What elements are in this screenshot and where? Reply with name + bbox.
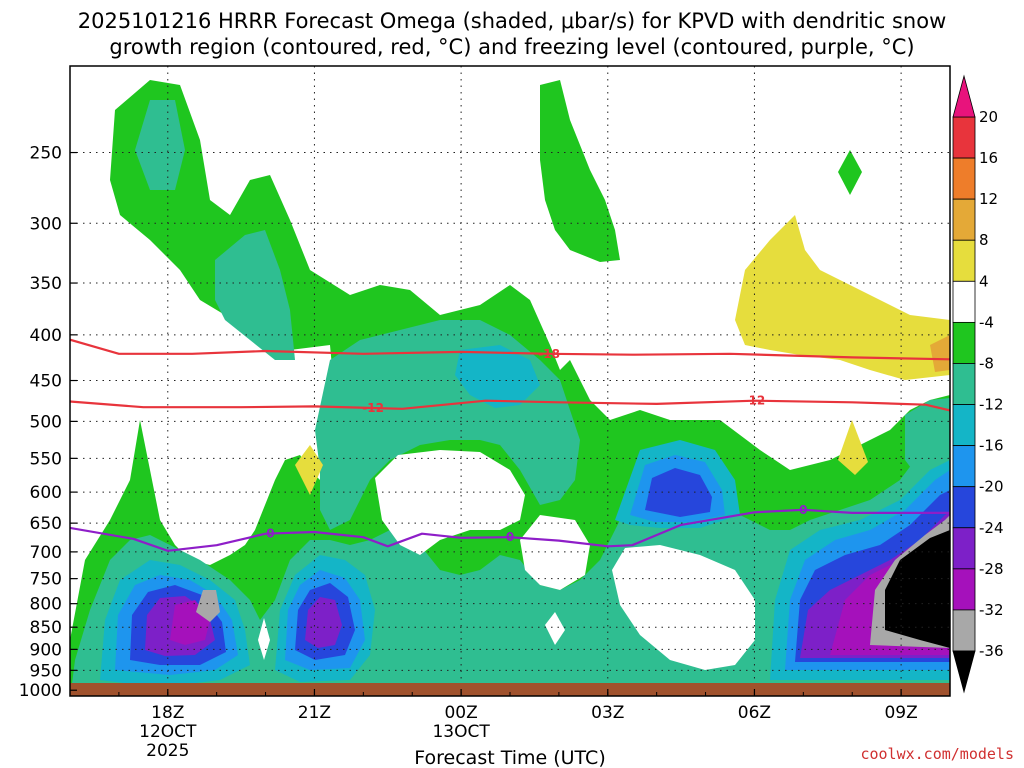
y-tick-label: 1000 xyxy=(19,681,62,701)
y-tick-label: 850 xyxy=(30,618,62,638)
omega-region-green-upper-strip xyxy=(540,80,620,262)
omega-region-white-hole-3 xyxy=(612,545,755,670)
ground-surface-band xyxy=(70,683,950,696)
omega-region-yellow-upper-right xyxy=(735,215,950,380)
omega-region-gray-left xyxy=(196,590,220,622)
x-tick-label: 21Z xyxy=(298,703,331,723)
colorbar-bin xyxy=(952,445,976,488)
y-tick-label: 550 xyxy=(30,449,62,469)
y-tick-label: 900 xyxy=(30,640,62,660)
colorbar-bin xyxy=(952,321,976,364)
omega-shading xyxy=(70,80,950,696)
contour-label: 0 xyxy=(266,527,274,541)
y-tick-label: 400 xyxy=(30,326,62,346)
y-tick-label: 800 xyxy=(30,595,62,615)
colorbar-label: -36 xyxy=(979,642,1004,660)
colorbar-bin xyxy=(952,609,976,652)
colorbar-bin xyxy=(952,568,976,611)
colorbar-bin xyxy=(952,486,976,529)
credit-link[interactable]: coolwx.com/models xyxy=(860,745,1014,763)
y-tick-label: 600 xyxy=(30,483,62,503)
x-tick-label: 03Z xyxy=(591,703,624,723)
contour-label: -12 xyxy=(362,401,384,415)
x-tick-label: 13OCT xyxy=(432,722,490,742)
colorbar-label: -8 xyxy=(979,354,994,372)
omega-region-purple-21z xyxy=(305,597,342,648)
contour-line-dgz xyxy=(70,338,950,361)
colorbar-bin xyxy=(952,239,976,282)
colorbar-bin xyxy=(952,527,976,570)
colorbar-label: 4 xyxy=(979,272,989,290)
y-tick-label: 350 xyxy=(30,274,62,294)
omega-region-teal-right-upper xyxy=(905,398,950,480)
contours: -18 -12 -12 0 0 0 xyxy=(70,338,950,552)
contour-line-dgz xyxy=(70,399,950,412)
y-tick-label: 300 xyxy=(30,214,62,234)
colorbar-label: 16 xyxy=(979,149,998,167)
omega-region-white-hole-1 xyxy=(375,450,525,555)
colorbar-label: -16 xyxy=(979,437,1004,455)
y-tick-label: 700 xyxy=(30,543,62,563)
omega-region-gold-2 xyxy=(930,335,950,372)
omega-region-white-hole-4 xyxy=(545,612,565,645)
y-tick-label: 450 xyxy=(30,372,62,392)
omega-region-teal-upper xyxy=(135,100,295,360)
x-tick-label: 06Z xyxy=(738,703,771,723)
omega-region-yellow-small-4 xyxy=(838,420,868,475)
colorbar-bin xyxy=(952,116,976,159)
chart-title-line-1: 2025101216 HRRR Forecast Omega (shaded, … xyxy=(78,9,947,33)
x-axis-title: Forecast Time (UTC) xyxy=(414,747,605,768)
omega-region-green-small xyxy=(838,150,862,195)
colorbar-label: -32 xyxy=(979,601,1004,619)
colorbar-label: -24 xyxy=(979,519,1004,537)
omega-region-darkblue-04z xyxy=(645,468,712,517)
contour-label: -18 xyxy=(538,347,560,361)
colorbar-bin xyxy=(952,280,976,323)
colorbar-label: 8 xyxy=(979,231,989,249)
y-tick-label: 500 xyxy=(30,412,62,432)
colorbar-bin xyxy=(952,363,976,405)
y-axis: 2503003504004505005506006507007508008509… xyxy=(19,144,77,701)
colorbar-label: 12 xyxy=(979,190,998,208)
x-tick-label: 2025 xyxy=(146,741,189,761)
y-tick-label: 650 xyxy=(30,514,62,534)
x-tick-label: 09Z xyxy=(884,703,917,723)
colorbar-label: -20 xyxy=(979,478,1004,496)
plot-area: -18 -12 -12 0 0 0 xyxy=(70,66,950,696)
y-tick-label: 950 xyxy=(30,661,62,681)
grid xyxy=(70,66,950,696)
contour-label: -12 xyxy=(744,394,766,408)
colorbar-label: -4 xyxy=(979,313,994,331)
colorbar-bottom-arrow xyxy=(952,650,976,694)
chart-title-line-2: growth region (contoured, red, °C) and f… xyxy=(109,35,914,59)
colorbar-bin xyxy=(952,404,976,447)
colorbar: 20 16 12 8 4 -4 -8 -12 -16 -20 -24 -28 -32 -36 xyxy=(952,74,1004,694)
omega-region-yellow-small-1 xyxy=(295,445,323,495)
colorbar-top-arrow xyxy=(952,74,976,118)
colorbar-label: -12 xyxy=(979,396,1004,414)
omega-region-white-hole-2 xyxy=(520,515,590,590)
contour-label: 0 xyxy=(799,503,807,517)
omega-region-cyan-mid xyxy=(455,345,540,408)
y-tick-label: 250 xyxy=(30,144,62,164)
colorbar-bin xyxy=(952,198,976,241)
colorbar-label: -28 xyxy=(979,560,1004,578)
y-tick-label: 750 xyxy=(30,570,62,590)
x-tick-label: 12OCT xyxy=(139,722,197,742)
omega-region-white-hole-5 xyxy=(258,618,270,660)
colorbar-bin xyxy=(952,157,976,200)
colorbar-label: 20 xyxy=(979,108,998,126)
x-tick-label: 00Z xyxy=(444,703,477,723)
contour-label: 0 xyxy=(506,530,514,544)
contour-line-freezing-level xyxy=(70,508,950,552)
x-tick-label: 18Z xyxy=(151,703,184,723)
